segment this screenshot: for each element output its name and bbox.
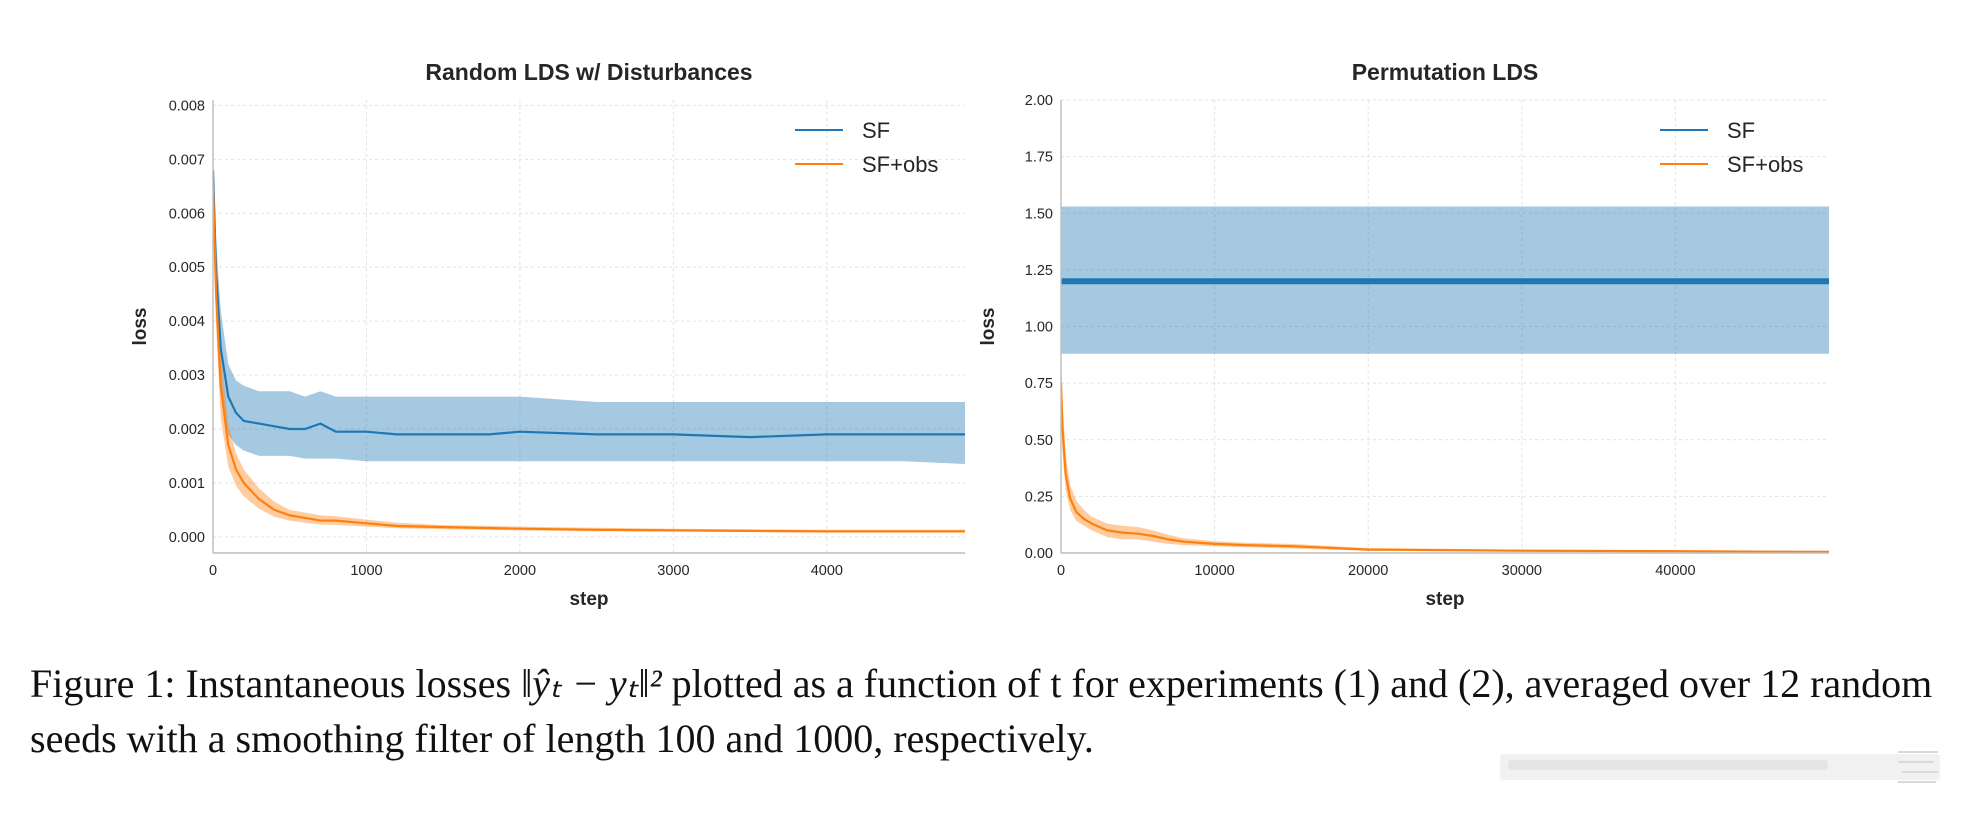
caption-suffix: plotted as a function of t for experimen… [30,661,1933,761]
series-band-2 [1061,349,1829,553]
x-tick-label: 10000 [1194,563,1234,579]
legend-label-1: SF [1727,118,1755,143]
y-tick-label: 1.75 [1025,150,1053,166]
x-tick-label: 4000 [811,563,843,579]
legend-label-1: SF [862,118,890,143]
x-tick-label: 20000 [1348,563,1388,579]
chart-panel-2: 0 10000 20000 30000 40000 0.00 0.25 0.50 0.75 1.0… [978,59,1829,610]
series-line-1 [213,170,965,439]
y-tick-label: 0.004 [169,314,205,330]
y-tick-label: 0.008 [169,98,205,114]
y-tick-label: 1.50 [1025,206,1053,222]
y-axis-label: loss [130,307,151,345]
chart-panel-1: 0 1000 2000 3000 4000 0.000 0.001 0.002 0.003 0.0… [130,59,965,610]
y-tick-label: 1.25 [1025,263,1053,279]
x-tick-label: 0 [1057,563,1065,579]
x-tick-label: 1000 [350,563,382,579]
y-tick-label: 0.002 [169,422,205,438]
y-tick-label: 0.001 [169,476,205,492]
series-band-2 [213,153,965,533]
series-band-1 [213,148,965,464]
chart-title: Permutation LDS [1352,59,1539,85]
x-tick-label: 40000 [1655,563,1695,579]
y-tick-label: 0.25 [1025,489,1053,505]
y-tick-label: 2.00 [1025,93,1053,109]
x-tick-label: 2000 [504,563,536,579]
plot-area [1061,206,1829,553]
x-tick-label: 0 [209,563,217,579]
y-tick-label: 0.000 [169,530,205,546]
signature-mark [1500,751,1940,783]
legend-label-2: SF+obs [862,152,938,177]
y-tick-label: 0.00 [1025,546,1053,562]
legend-label-2: SF+obs [1727,152,1803,177]
x-axis-label: step [1425,589,1464,610]
y-tick-label: 0.007 [169,152,205,168]
y-tick-label: 0.006 [169,206,205,222]
x-axis-label: step [569,589,608,610]
figure-canvas: 0 1000 2000 3000 40000.0000.0010.0020.0030.0… [130,59,1829,610]
y-tick-label: 0.005 [169,260,205,276]
caption-math: ‖ŷₜ − yₜ‖² [521,661,662,706]
series-line-2 [1061,383,1829,553]
x-tick-label: 3000 [657,563,689,579]
chart-title: Random LDS w/ Disturbances [425,59,752,85]
legend: SF SF+obs [795,118,938,177]
y-tick-label: 0.50 [1025,433,1053,449]
series-line-2 [213,186,965,533]
y-tick-label: 1.00 [1025,320,1053,336]
y-tick-label: 0.75 [1025,376,1053,392]
plot-area [213,148,965,533]
y-tick-label: 0.003 [169,368,205,384]
x-tick-label: 30000 [1502,563,1542,579]
figure-caption: Figure 1: Instantaneous losses ‖ŷₜ − yₜ‖… [30,656,1940,766]
y-axis-label: loss [978,307,999,345]
caption-prefix: Figure 1: Instantaneous losses [30,661,522,706]
legend: SF SF+obs [1660,118,1803,177]
